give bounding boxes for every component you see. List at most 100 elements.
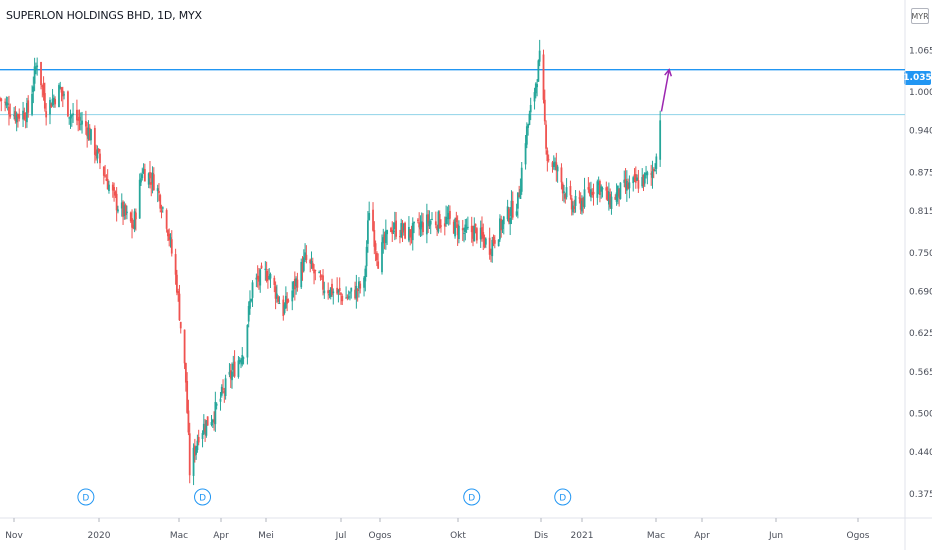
candle-body — [222, 388, 224, 390]
candle-body — [538, 50, 541, 62]
candle-body — [86, 127, 89, 137]
candle-body — [645, 173, 647, 175]
candle-body — [258, 276, 260, 282]
x-tick-label: Apr — [694, 531, 710, 541]
candle-body — [572, 205, 574, 213]
candle-body — [72, 113, 74, 116]
candle-body — [224, 378, 227, 397]
candle-body — [311, 262, 314, 269]
candle-body — [633, 174, 636, 177]
candle-body — [373, 230, 376, 247]
candle-body — [188, 433, 191, 476]
candle-body — [555, 162, 558, 171]
candle-body — [115, 193, 118, 211]
candle-body — [68, 117, 71, 119]
candle-body — [204, 427, 206, 432]
candle-body — [491, 239, 494, 257]
candle-body — [565, 187, 568, 198]
candle-body — [560, 167, 563, 183]
candle-body — [569, 186, 572, 196]
candle-body — [482, 232, 485, 239]
candle-body — [329, 287, 332, 297]
candle-body — [458, 225, 460, 239]
candle-body — [543, 99, 546, 122]
x-tick-label: Apr — [213, 531, 229, 541]
candle-body — [34, 66, 37, 71]
candle-body — [449, 210, 451, 219]
candle-body — [41, 85, 44, 87]
candle-body — [574, 195, 577, 206]
candle-body — [515, 211, 518, 216]
candle-body — [102, 166, 105, 176]
dividend-marker[interactable] — [77, 488, 95, 506]
candle-body — [88, 127, 91, 141]
y-tick-label: 0.875 — [909, 169, 932, 179]
candle-body — [159, 195, 162, 209]
candle-body — [518, 194, 521, 197]
candle-body — [479, 227, 482, 240]
y-tick-label: 0.750 — [909, 249, 932, 259]
candle-body — [205, 420, 208, 436]
candle-body — [368, 213, 371, 221]
candle-body — [563, 191, 565, 194]
candle-body — [40, 61, 42, 86]
candle-body — [156, 188, 159, 192]
candle-body — [413, 221, 415, 224]
candle-body — [96, 149, 99, 159]
candle-body — [77, 118, 80, 121]
dividend-marker[interactable] — [463, 488, 481, 506]
candle-body — [434, 221, 437, 226]
candle-body — [475, 228, 478, 241]
dividend-marker-label: D — [199, 494, 206, 504]
candle-body — [542, 54, 545, 100]
trend-arrow[interactable] — [660, 69, 670, 112]
candle-body — [419, 224, 422, 230]
candle-body — [187, 410, 190, 433]
candle-body — [528, 113, 531, 125]
candle-body — [33, 66, 36, 84]
candle-body — [615, 192, 618, 202]
y-tick-label: 0.375 — [909, 490, 932, 500]
candle-body — [383, 234, 386, 243]
dividend-marker[interactable] — [194, 488, 212, 506]
candle-body — [616, 185, 619, 196]
candle-body — [59, 86, 62, 89]
candle-body — [214, 401, 217, 425]
candle-body — [409, 229, 412, 238]
candle-body — [291, 290, 294, 302]
candle-body — [233, 361, 236, 377]
candle-body — [32, 86, 35, 92]
candle-body — [26, 102, 28, 123]
candle-body — [143, 169, 146, 182]
candle-body — [499, 218, 501, 240]
candle-body — [14, 111, 17, 121]
candle-body — [158, 190, 160, 194]
candle-body — [264, 268, 267, 271]
candle-body — [78, 116, 81, 121]
candle-body — [175, 274, 178, 293]
candle-body — [445, 216, 447, 224]
candle-body — [578, 197, 581, 199]
candle-body — [50, 103, 53, 108]
candle-body — [215, 403, 218, 406]
candle-body — [358, 281, 360, 289]
candle-body — [219, 398, 222, 402]
candle-body — [628, 182, 631, 189]
candle-body — [654, 170, 656, 172]
candle-body — [275, 293, 278, 299]
candle-body — [97, 148, 100, 152]
candle-body — [170, 239, 173, 254]
candle-body — [395, 220, 397, 237]
candle-body — [609, 194, 612, 208]
candle-body — [561, 183, 564, 194]
candle-body — [634, 174, 637, 183]
candle-body — [428, 220, 431, 227]
candle-body — [582, 197, 585, 207]
candle-body — [391, 229, 394, 234]
candle-body — [356, 289, 359, 291]
candle-body — [641, 177, 644, 187]
candle-body — [587, 187, 590, 190]
currency-badge[interactable]: MYR — [911, 8, 929, 24]
dividend-marker[interactable] — [554, 488, 572, 506]
